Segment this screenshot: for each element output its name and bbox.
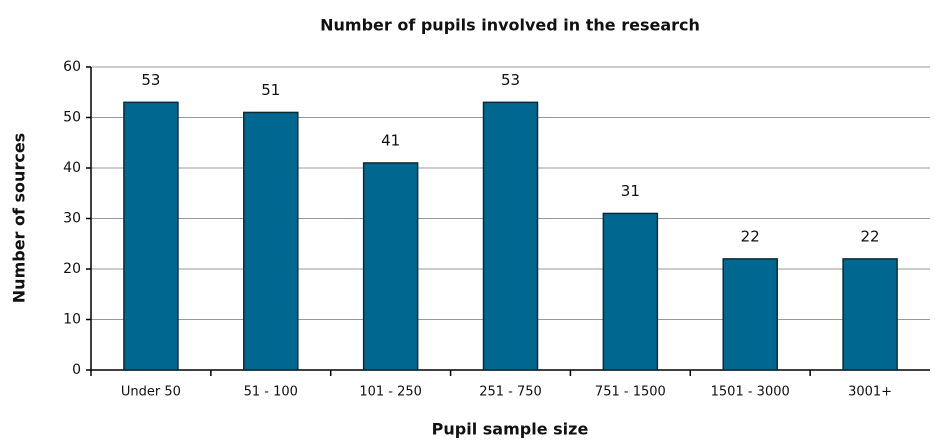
value-label: 22	[741, 227, 760, 245]
x-tick-label: 3001+	[848, 385, 892, 400]
y-tick-label: 30	[63, 211, 81, 227]
bar	[482, 101, 539, 371]
bar	[842, 258, 898, 371]
y-tick-label: 20	[63, 261, 81, 277]
x-tick-label: Under 50	[121, 385, 181, 400]
bar	[722, 258, 778, 371]
value-label: 41	[381, 131, 400, 149]
value-label: 53	[501, 71, 520, 89]
value-label: 53	[141, 71, 160, 89]
y-tick-label: 50	[63, 110, 81, 126]
value-label: 31	[621, 182, 640, 200]
x-tick-label: 101 - 250	[359, 385, 422, 400]
bar	[243, 111, 299, 371]
x-tick-label: 51 - 100	[244, 385, 298, 400]
y-axis-label: Number of sources	[10, 133, 29, 303]
x-tick-label: 1501 - 3000	[711, 385, 790, 400]
value-label: 22	[861, 227, 880, 245]
x-axis-label: Pupil sample size	[432, 420, 589, 439]
chart-title: Number of pupils involved in the researc…	[320, 16, 700, 35]
value-label: 51	[261, 81, 280, 99]
x-tick-label: 251 - 750	[479, 385, 542, 400]
x-tick-label: 751 - 1500	[595, 385, 666, 400]
bar	[602, 212, 659, 371]
bar	[362, 162, 419, 371]
y-tick-label: 40	[63, 160, 81, 176]
y-tick-label: 0	[72, 362, 81, 378]
y-tick-label: 10	[63, 312, 81, 328]
y-tick-label: 60	[63, 59, 81, 75]
bar	[123, 101, 179, 371]
